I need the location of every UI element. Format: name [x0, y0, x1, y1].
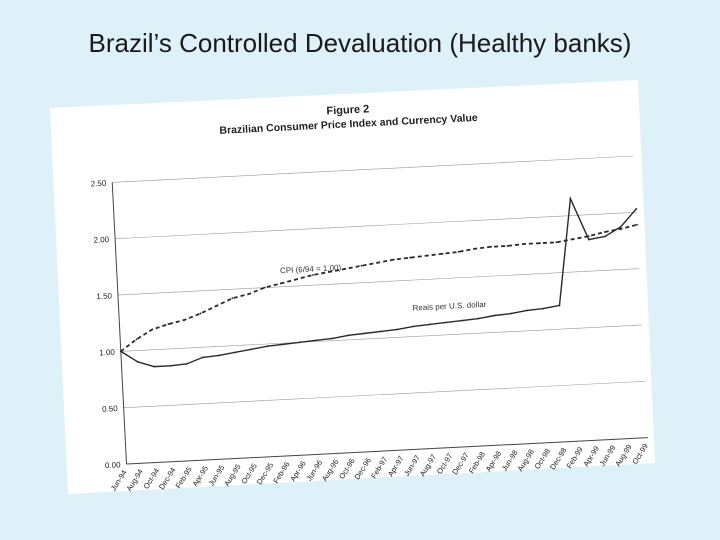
data-point [185, 362, 188, 365]
data-point [376, 261, 379, 264]
data-point [412, 325, 415, 328]
data-point [282, 343, 285, 346]
data-point [587, 238, 590, 241]
data-point [619, 225, 622, 228]
series-annotation: CPI (6/94 = 1.00) [280, 263, 342, 275]
data-point [409, 256, 411, 259]
data-point [363, 332, 366, 335]
data-point [215, 304, 218, 307]
data-point [299, 341, 301, 344]
data-point [474, 247, 476, 250]
data-point [542, 307, 545, 310]
data-point [201, 356, 204, 359]
data-point [328, 271, 331, 273]
data-point [555, 241, 558, 244]
data-point [506, 245, 509, 247]
y-tick-label: 2.50 [90, 179, 107, 189]
data-point [344, 267, 347, 270]
data-point [392, 258, 395, 261]
y-tick-label: 0.50 [102, 404, 119, 414]
data-point [539, 242, 541, 245]
data-point [603, 231, 606, 233]
data-point [250, 348, 253, 351]
y-axis-line [111, 182, 128, 465]
data-point [360, 264, 363, 267]
data-point [428, 323, 431, 326]
data-point [441, 252, 444, 255]
gridline [120, 324, 643, 352]
figure-label: Figure 2 [326, 103, 369, 117]
gridline [126, 437, 648, 465]
data-point [571, 238, 574, 241]
data-point [279, 282, 282, 285]
data-point [425, 254, 428, 257]
data-point [295, 278, 298, 281]
paper-sheet [50, 80, 655, 494]
data-point [169, 364, 172, 367]
data-point [135, 338, 138, 341]
data-point [558, 304, 561, 307]
data-point [509, 312, 512, 315]
data-point [461, 319, 464, 322]
data-point [266, 345, 269, 348]
data-point [218, 354, 220, 357]
data-point [526, 309, 528, 312]
y-tick-label: 2.00 [93, 235, 110, 245]
data-point [620, 228, 622, 230]
data-point [457, 250, 460, 253]
y-tick-label: 1.00 [99, 348, 116, 358]
data-point [396, 328, 399, 331]
data-point [493, 314, 496, 317]
data-point [445, 321, 447, 324]
data-point [119, 350, 122, 353]
data-point [331, 337, 334, 340]
data-point [522, 243, 525, 245]
gridline [115, 212, 637, 240]
data-point [380, 330, 383, 333]
data-point [636, 223, 638, 226]
data-point [635, 208, 638, 210]
data-point [167, 323, 170, 326]
data-point [136, 360, 139, 363]
data-point [315, 339, 318, 342]
gridline [123, 380, 645, 409]
gridline [117, 268, 640, 296]
data-point [263, 286, 266, 289]
data-point [183, 319, 186, 321]
data-point [347, 334, 350, 337]
slide-title: Brazil’s Controlled Devaluation (Healthy… [88, 28, 632, 58]
y-tick-label: 1.50 [96, 291, 113, 301]
data-point [199, 312, 202, 315]
gridline [112, 155, 634, 183]
data-point [477, 317, 480, 320]
data-point [490, 245, 493, 248]
data-point [312, 274, 314, 276]
data-point [569, 197, 572, 200]
series-annotation: Reais per U.S. dollar [412, 300, 487, 313]
data-point [604, 235, 606, 238]
data-point [231, 297, 234, 300]
data-point [153, 365, 156, 368]
y-tick-label: 0.00 [105, 460, 122, 470]
data-point [247, 293, 250, 295]
data-point [234, 351, 237, 354]
data-point [151, 328, 154, 331]
